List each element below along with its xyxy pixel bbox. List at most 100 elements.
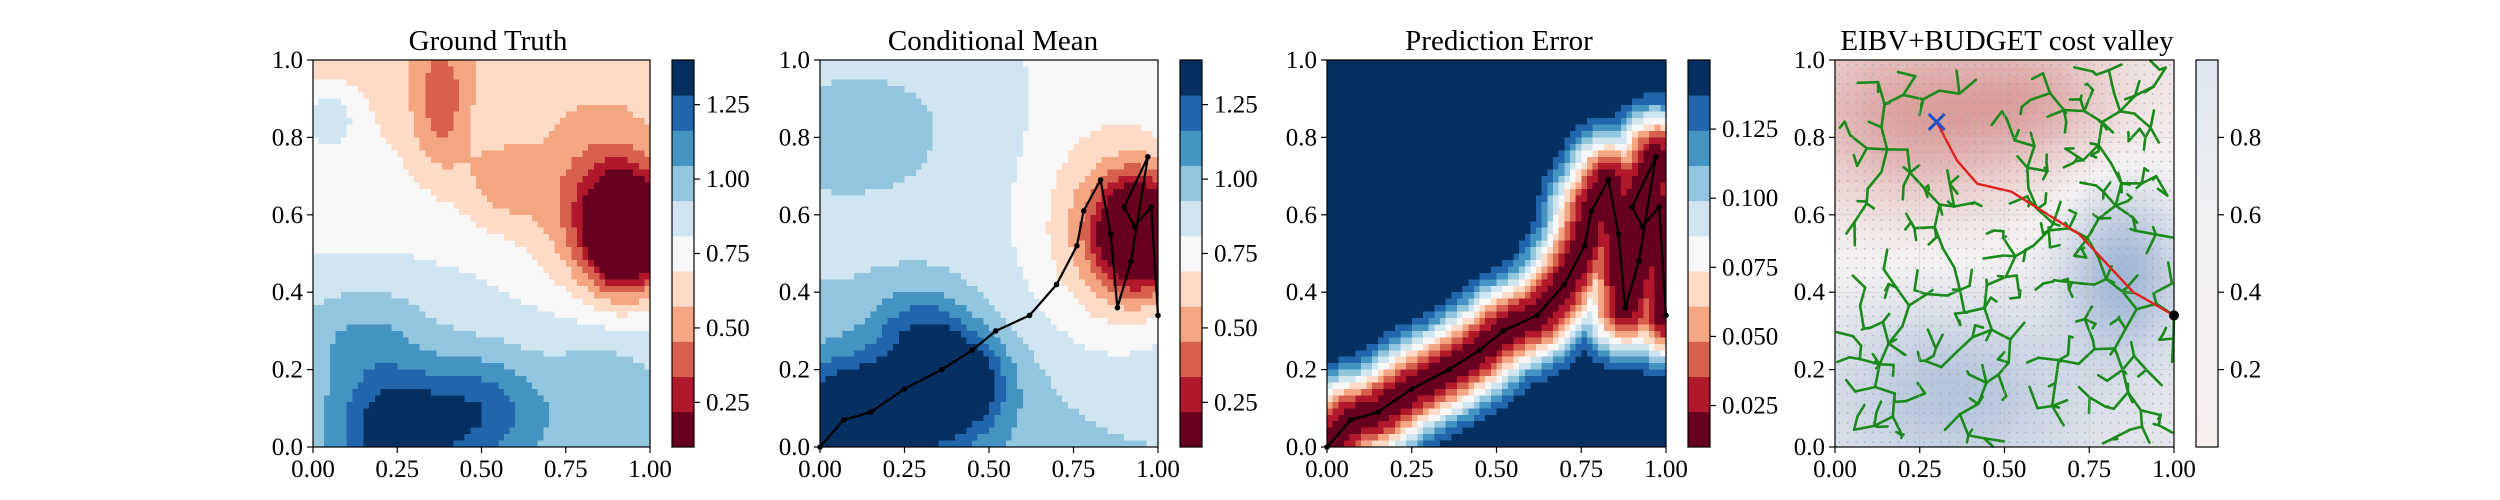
heatmap-cell bbox=[638, 298, 645, 306]
heatmap-cell bbox=[464, 292, 471, 300]
heatmap-cell bbox=[464, 195, 471, 203]
heatmap-cell bbox=[526, 253, 533, 261]
heatmap-cell bbox=[554, 356, 561, 364]
heatmap-cell bbox=[1039, 169, 1046, 177]
heatmap-cell bbox=[430, 421, 438, 429]
heatmap-cell bbox=[374, 85, 381, 93]
heatmap-cell bbox=[386, 201, 393, 209]
heatmap-cell bbox=[487, 195, 494, 203]
heatmap-cell bbox=[391, 66, 398, 74]
heatmap-cell bbox=[313, 408, 320, 416]
heatmap-cell bbox=[1129, 189, 1137, 197]
heatmap-cell bbox=[470, 195, 477, 203]
heatmap-cell bbox=[599, 279, 606, 287]
heatmap-cell bbox=[313, 66, 320, 74]
heatmap-cell bbox=[1079, 143, 1086, 151]
heatmap-cell bbox=[938, 195, 945, 203]
heatmap-cell bbox=[989, 66, 996, 74]
heatmap-cell bbox=[927, 143, 934, 151]
heatmap-cell bbox=[1073, 92, 1080, 100]
heatmap-cell bbox=[464, 105, 471, 113]
heatmap-cell bbox=[610, 137, 617, 145]
heatmap-cell bbox=[605, 414, 612, 422]
heatmap-cell bbox=[1045, 72, 1052, 80]
heatmap-cell bbox=[520, 60, 528, 68]
heatmap-cell bbox=[380, 169, 387, 177]
heatmap-cell bbox=[565, 124, 572, 132]
heatmap-cell bbox=[921, 169, 928, 177]
heatmap-cell bbox=[464, 440, 471, 448]
heatmap-cell bbox=[515, 395, 522, 403]
heatmap-cell bbox=[537, 408, 544, 416]
heatmap-cell bbox=[599, 92, 606, 100]
heatmap-cell bbox=[893, 105, 900, 113]
heatmap-cell bbox=[430, 253, 438, 261]
heatmap-cell bbox=[576, 311, 584, 319]
heatmap-cell bbox=[402, 408, 410, 416]
heatmap-cell bbox=[565, 66, 572, 74]
heatmap-cell bbox=[887, 124, 894, 132]
heatmap-cell bbox=[927, 137, 934, 145]
heatmap-cell bbox=[318, 182, 325, 190]
heatmap-cell bbox=[633, 66, 640, 74]
heatmap-cell bbox=[475, 105, 483, 113]
heatmap-cell bbox=[1056, 130, 1063, 138]
heatmap-cell bbox=[509, 85, 516, 93]
heatmap-cell bbox=[408, 85, 415, 93]
heatmap-cell bbox=[329, 201, 337, 209]
heatmap-cell bbox=[588, 214, 595, 222]
heatmap-cell bbox=[487, 401, 494, 409]
heatmap-cell bbox=[1101, 79, 1108, 87]
heatmap-cell bbox=[1146, 92, 1153, 100]
heatmap-cell bbox=[621, 208, 629, 216]
heatmap-cell bbox=[487, 66, 494, 74]
heatmap-cell bbox=[927, 176, 934, 184]
heatmap-cell bbox=[391, 421, 398, 429]
heatmap-cell bbox=[1039, 137, 1046, 145]
heatmap-cell bbox=[554, 85, 561, 93]
heatmap-cell bbox=[582, 60, 589, 68]
heatmap-cell bbox=[318, 98, 325, 106]
heatmap-cell bbox=[610, 111, 617, 119]
heatmap-cell bbox=[475, 182, 483, 190]
heatmap-cell bbox=[374, 395, 381, 403]
heatmap-cell bbox=[324, 388, 331, 396]
heatmap-cell bbox=[313, 363, 320, 371]
heatmap-cell bbox=[1090, 111, 1097, 119]
heatmap-cell bbox=[560, 272, 567, 280]
heatmap-cell bbox=[402, 382, 410, 390]
heatmap-cell bbox=[352, 330, 359, 338]
heatmap-cell bbox=[346, 350, 353, 358]
heatmap-cell bbox=[571, 343, 578, 351]
heatmap-cell bbox=[1034, 137, 1041, 145]
heatmap-cell bbox=[1062, 98, 1069, 106]
heatmap-cell bbox=[638, 60, 645, 68]
heatmap-cell bbox=[341, 311, 348, 319]
heatmap-cell bbox=[419, 388, 426, 396]
heatmap-cell bbox=[1062, 189, 1069, 197]
heatmap-cell bbox=[318, 124, 325, 132]
heatmap-cell bbox=[391, 395, 398, 403]
heatmap-cell bbox=[881, 150, 889, 158]
heatmap-cell bbox=[565, 311, 572, 319]
heatmap-cell bbox=[644, 311, 651, 319]
heatmap-cell bbox=[576, 382, 584, 390]
heatmap-cell bbox=[898, 124, 906, 132]
heatmap-cell bbox=[374, 163, 381, 171]
heatmap-cell bbox=[318, 324, 325, 332]
heatmap-cell bbox=[459, 395, 466, 403]
heatmap-cell bbox=[324, 401, 331, 409]
heatmap-cell bbox=[329, 343, 337, 351]
heatmap-cell bbox=[386, 311, 393, 319]
heatmap-cell bbox=[515, 156, 522, 164]
heatmap-cell bbox=[532, 111, 539, 119]
heatmap-cell bbox=[1124, 130, 1131, 138]
heatmap-cell bbox=[921, 98, 928, 106]
heatmap-cell bbox=[927, 169, 934, 177]
heatmap-cell bbox=[363, 395, 370, 403]
heatmap-cell bbox=[1050, 85, 1058, 93]
heatmap-cell bbox=[1022, 189, 1030, 197]
heatmap-cell bbox=[526, 330, 533, 338]
heatmap-cell bbox=[560, 395, 567, 403]
heatmap-cell bbox=[820, 85, 827, 93]
